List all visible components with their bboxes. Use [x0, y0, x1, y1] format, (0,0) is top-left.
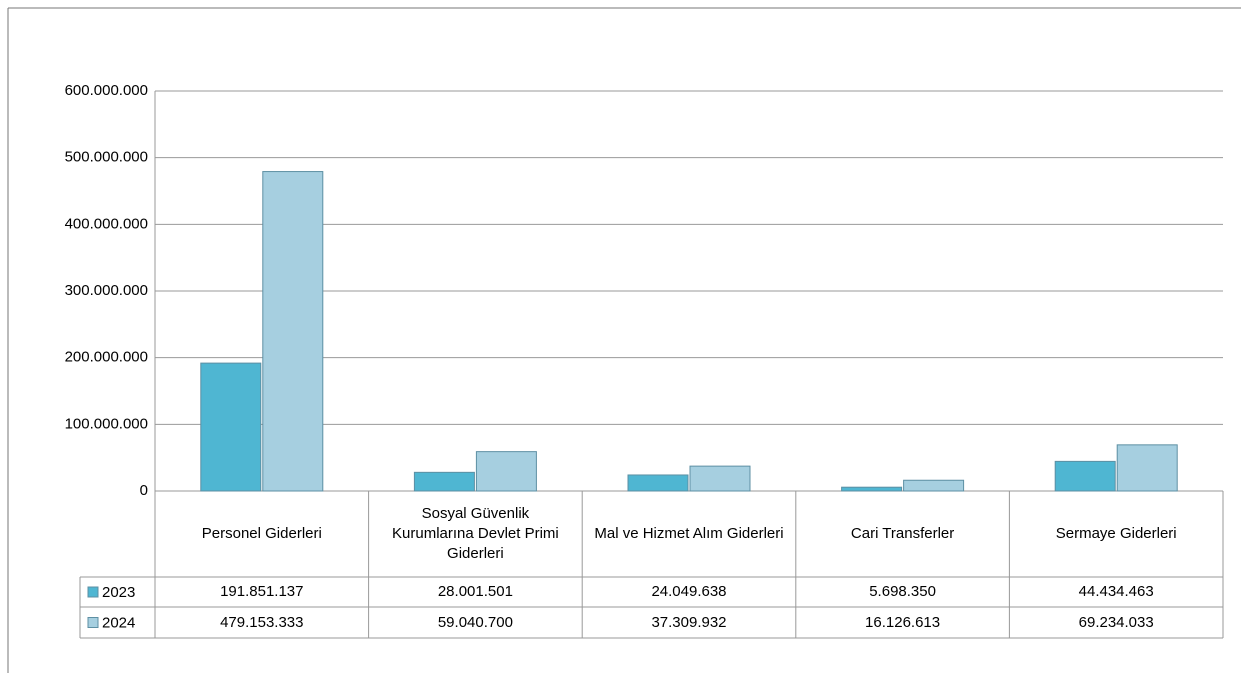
y-tick-label: 100.000.000 [65, 415, 148, 432]
table-value: 16.126.613 [865, 613, 941, 631]
bar [627, 474, 689, 492]
legend-label: 2023 [102, 584, 135, 601]
table-value: 59.040.700 [437, 613, 513, 631]
table-value: 191.851.137 [220, 583, 304, 600]
bar [1054, 460, 1116, 492]
category-label: Cari Transferler [850, 525, 955, 542]
table-value: 5.698.350 [869, 583, 936, 600]
bar [475, 451, 537, 492]
legend-key [87, 617, 99, 628]
table-value: 24.049.638 [651, 583, 727, 600]
category-label: Sosyal Güvenlik Kurumlarına Devlet Primi… [392, 505, 559, 562]
y-tick-label: 400.000.000 [65, 215, 148, 232]
y-tick-label: 500.000.000 [65, 149, 148, 166]
bar [413, 471, 475, 492]
bar [1116, 444, 1178, 492]
category-label: Personel Giderleri [201, 525, 322, 542]
y-tick-label: 200.000.000 [65, 349, 148, 366]
category-label: Mal ve Hizmet Alım Giderleri [594, 525, 784, 542]
table-value: 28.001.501 [437, 583, 513, 600]
table-value: 479.153.333 [220, 613, 304, 631]
bar [689, 465, 751, 492]
y-tick-label: 0 [140, 482, 148, 499]
category-label: Sermaye Giderleri [1055, 525, 1177, 542]
legend-key [87, 586, 99, 598]
legend-label: 2024 [102, 614, 135, 631]
y-tick-label: 300.000.000 [65, 282, 148, 299]
table-value: 37.309.932 [651, 613, 727, 631]
bar [903, 479, 965, 492]
bar [200, 362, 262, 492]
y-tick-label: 600.000.000 [65, 82, 148, 99]
bar [841, 486, 903, 492]
table-value: 69.234.033 [1078, 613, 1154, 631]
bar [262, 171, 324, 492]
table-value: 44.434.463 [1078, 583, 1154, 600]
